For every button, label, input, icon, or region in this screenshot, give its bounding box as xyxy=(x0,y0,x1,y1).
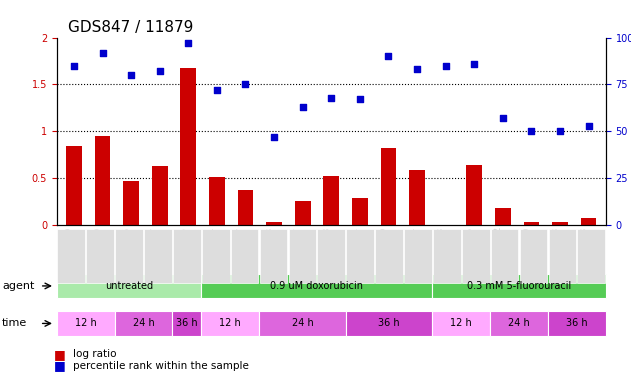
Bar xyxy=(581,218,596,225)
Text: ■: ■ xyxy=(54,348,66,361)
Text: 0.3 mM 5-fluorouracil: 0.3 mM 5-fluorouracil xyxy=(467,281,571,291)
Point xyxy=(97,50,107,55)
Point xyxy=(326,94,336,100)
Text: 36 h: 36 h xyxy=(566,318,587,328)
Bar xyxy=(409,170,425,225)
Text: ■: ■ xyxy=(54,359,66,372)
Text: 36 h: 36 h xyxy=(176,318,198,328)
Point xyxy=(69,63,79,69)
Point xyxy=(498,115,508,121)
Point xyxy=(526,128,536,134)
Bar xyxy=(180,68,196,225)
Text: 24 h: 24 h xyxy=(133,318,155,328)
Bar xyxy=(324,176,339,225)
Bar xyxy=(552,222,568,225)
Point xyxy=(298,104,308,110)
Bar xyxy=(123,181,139,225)
Point xyxy=(155,68,165,74)
Point xyxy=(212,87,222,93)
Bar xyxy=(524,222,540,225)
Bar xyxy=(95,136,110,225)
Point xyxy=(126,72,136,78)
Text: 36 h: 36 h xyxy=(378,318,400,328)
Bar xyxy=(66,146,82,225)
Point xyxy=(469,61,480,67)
Point xyxy=(183,40,193,46)
Bar xyxy=(466,165,482,225)
Text: GDS847 / 11879: GDS847 / 11879 xyxy=(68,20,193,35)
Text: untreated: untreated xyxy=(105,281,153,291)
Text: 12 h: 12 h xyxy=(220,318,241,328)
Point xyxy=(555,128,565,134)
Text: 0.9 uM doxorubicin: 0.9 uM doxorubicin xyxy=(270,281,363,291)
Text: time: time xyxy=(2,318,27,328)
Text: log ratio: log ratio xyxy=(73,350,116,359)
Bar xyxy=(295,201,310,225)
Point xyxy=(355,96,365,102)
Point xyxy=(584,123,594,129)
Point xyxy=(269,134,279,140)
Point xyxy=(440,63,451,69)
Text: 12 h: 12 h xyxy=(75,318,97,328)
Bar xyxy=(209,177,225,225)
Text: 24 h: 24 h xyxy=(292,318,313,328)
Point xyxy=(412,66,422,72)
Bar xyxy=(238,190,254,225)
Point xyxy=(240,81,251,87)
Text: 12 h: 12 h xyxy=(451,318,472,328)
Bar xyxy=(152,166,168,225)
Bar xyxy=(380,148,396,225)
Bar xyxy=(352,198,368,225)
Bar xyxy=(495,208,510,225)
Text: 24 h: 24 h xyxy=(508,318,530,328)
Point xyxy=(384,53,394,59)
Text: agent: agent xyxy=(2,281,34,291)
Text: percentile rank within the sample: percentile rank within the sample xyxy=(73,361,249,370)
Bar xyxy=(266,222,282,225)
